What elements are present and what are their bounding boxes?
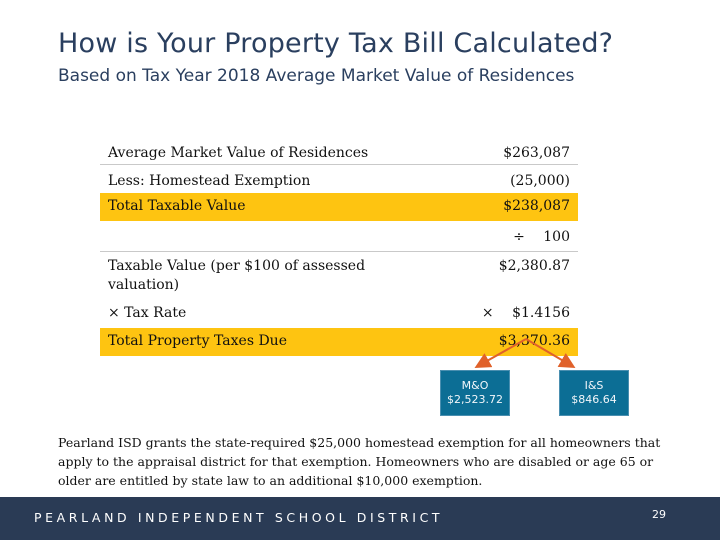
row-taxable-value-per-100: Taxable Value (per $100 of assessed valu… [100,252,578,301]
row-divide-by-100: ÷ 100 [100,221,578,251]
row-tax-rate: × Tax Rate × $1.4156 [100,301,578,328]
multiply-operator: × [481,305,494,321]
page-number: 29 [652,508,666,521]
divide-operator: ÷ [513,229,525,245]
row-value: $1.4156 [512,305,570,321]
row-divider [100,251,578,252]
row-label: Total Property Taxes Due [108,333,287,349]
row-homestead-exemption: Less: Homestead Exemption (25,000) [100,165,578,193]
row-label: Taxable Value (per $100 of assessed valu… [108,258,366,293]
is-label: I&S [584,379,604,392]
mo-label: M&O [461,379,489,392]
row-value: (25,000) [510,173,570,189]
row-value: $3,370.36 [498,333,570,349]
row-total-taxable-value: Total Taxable Value $238,087 [100,193,578,221]
row-total-property-taxes: Total Property Taxes Due $3,370.36 [100,328,578,356]
page-title: How is Your Property Tax Bill Calculated… [58,28,614,59]
footer-bar: PEARLAND INDEPENDENT SCHOOL DISTRICT 29 [0,497,720,540]
row-label: × Tax Rate [108,305,187,321]
is-value: $846.64 [571,393,617,406]
row-divider [100,164,578,165]
row-value: $263,087 [503,145,570,161]
row-label: Average Market Value of Residences [108,145,369,161]
row-value: 100 [543,229,570,245]
district-name: PEARLAND INDEPENDENT SCHOOL DISTRICT [34,510,444,525]
row-value: $238,087 [503,198,570,214]
row-label: Less: Homestead Exemption [108,173,311,189]
is-breakdown-box: I&S $846.64 [559,370,629,416]
exemption-note: Pearland ISD grants the state-required $… [58,435,661,488]
row-average-market-value: Average Market Value of Residences $263,… [100,135,578,164]
mo-value: $2,523.72 [447,393,503,406]
mo-breakdown-box: M&O $2,523.72 [440,370,510,416]
tax-calculation-table: Average Market Value of Residences $263,… [100,135,578,356]
row-value: $2,380.87 [498,258,570,274]
page-subtitle: Based on Tax Year 2018 Average Market Va… [58,66,575,86]
row-label: Total Taxable Value [108,198,246,214]
